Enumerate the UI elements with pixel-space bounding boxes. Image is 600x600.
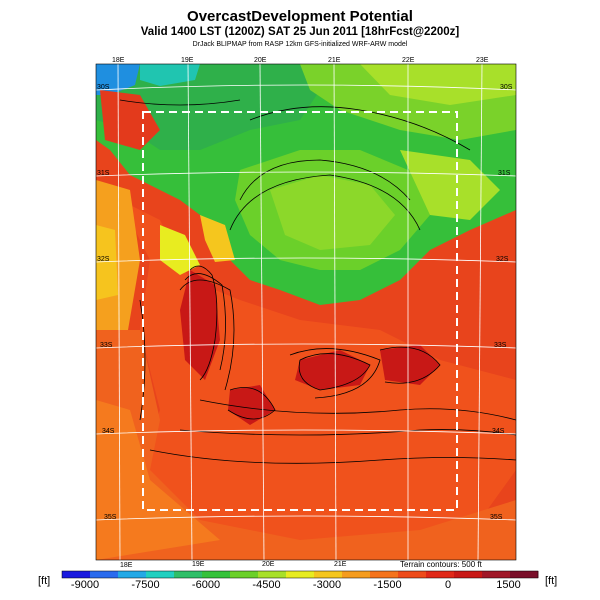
colorbar-tick-label: 1500 (496, 579, 521, 591)
lat-right-label: 35S (490, 514, 503, 521)
colorbar-swatch (286, 571, 315, 578)
colorbar-swatch (90, 571, 119, 578)
colorbar-swatch (202, 571, 231, 578)
lon-top-label: 21E (328, 57, 341, 64)
colorbar-tick-label: 0 (444, 579, 452, 591)
colorbar-unit-right: [ft] (545, 575, 558, 587)
lon-bottom-label: 19E (192, 561, 205, 568)
lon-top-label: 23E (476, 57, 489, 64)
colorbar-swatch (62, 571, 91, 578)
colorbar-swatch (510, 571, 539, 578)
colorbar-tick-label: -1500 (373, 579, 402, 591)
colorbar-swatch (258, 571, 287, 578)
colorbar-swatch (230, 571, 259, 578)
colorbar (61, 570, 539, 579)
lat-left-label: 30S (97, 84, 110, 91)
lon-top-label: 20E (254, 57, 267, 64)
lat-left-label: 33S (100, 342, 113, 349)
colorbar-tick-label: -9000 (70, 579, 100, 591)
colorbar-swatch (398, 571, 427, 578)
colorbar-swatch (174, 571, 203, 578)
colorbar-tick-label: -6000 (191, 579, 221, 591)
lon-bottom-label: 18E (120, 562, 133, 569)
lat-left-label: 31S (97, 170, 110, 177)
colorbar-swatch (342, 571, 371, 578)
lon-top-label: 19E (181, 57, 194, 64)
colorbar-tick-label: -7500 (131, 579, 160, 591)
lat-right-label: 33S (494, 342, 507, 349)
colorbar-swatch (146, 571, 175, 578)
colorbar-swatch (482, 571, 511, 578)
colorbar-swatch (370, 571, 399, 578)
lon-bottom-label: 21E (334, 561, 347, 568)
colorbar-swatch (426, 571, 455, 578)
map-frame (95, 63, 517, 561)
colorbar-swatch (454, 571, 483, 578)
lat-right-label: 34S (492, 428, 505, 435)
terrain-contour-note: Terrain contours: 500 ft (400, 560, 482, 569)
lat-right-label: 32S (496, 256, 509, 263)
lat-left-label: 34S (102, 428, 115, 435)
map-title: OvercastDevelopment Potential (187, 8, 413, 25)
model-credit: DrJack BLIPMAP from RASP 12km GFS-initia… (192, 41, 408, 48)
colorbar-tick-label: -4500 (252, 579, 281, 591)
colorbar-swatch (314, 571, 343, 578)
lat-right-label: 31S (498, 170, 511, 177)
lon-top-label: 18E (112, 57, 125, 64)
lon-top-label: 22E (402, 57, 415, 64)
colorbar-unit-left: [ft] (38, 575, 51, 587)
inner-domain-box (142, 111, 458, 511)
map-subtitle: Valid 1400 LST (1200Z) SAT 25 Jun 2011 [… (140, 26, 460, 38)
lat-left-label: 35S (104, 514, 117, 521)
lat-right-label: 30S (500, 84, 513, 91)
colorbar-swatch (118, 571, 147, 578)
colorbar-tick-label: -3000 (312, 579, 342, 591)
lat-left-label: 32S (97, 256, 110, 263)
lon-bottom-label: 20E (262, 561, 275, 568)
